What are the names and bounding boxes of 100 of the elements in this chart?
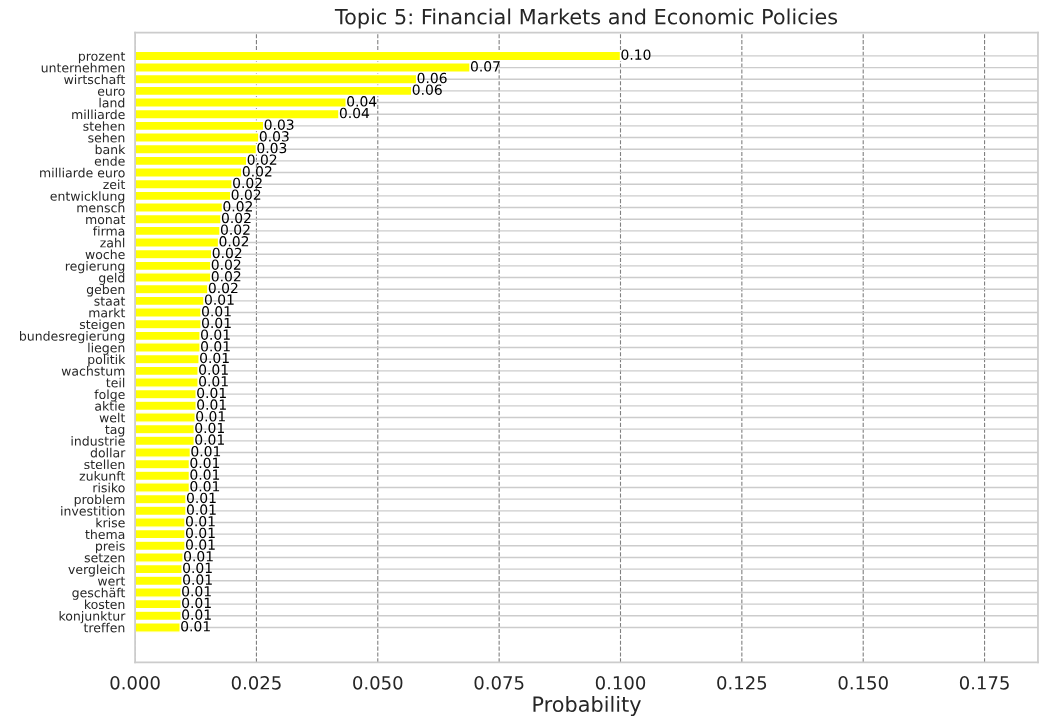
y-tick-label: folge [94, 389, 125, 402]
x-axis-title: Probability [533, 695, 641, 717]
data-label: 0.01 [190, 481, 220, 492]
data-label: 0.01 [183, 562, 212, 574]
y-tick-label: teil [106, 377, 125, 388]
x-tick-label: 0.100 [595, 675, 646, 690]
y-tick-label: unternehmen [41, 62, 125, 73]
y-tick-label: treffen [83, 622, 125, 633]
data-label: 0.01 [186, 492, 216, 504]
data-label: 0.02 [208, 282, 238, 294]
x-tick-label: 0.025 [231, 675, 281, 690]
data-label: 0.02 [231, 189, 261, 200]
y-tick-label: markt [89, 307, 126, 318]
y-tick-label: zeit [103, 179, 126, 190]
y-tick-label: woche [85, 249, 125, 260]
y-tick-label: zukunft [79, 471, 126, 481]
data-label: 0.01 [182, 609, 211, 620]
data-label: 0.01 [199, 364, 228, 375]
data-label: 0.01 [199, 376, 228, 387]
data-label: 0.01 [197, 399, 226, 410]
y-tick-label: land [99, 97, 125, 108]
data-label: 0.03 [264, 119, 294, 130]
y-tick-label: stellen [84, 459, 125, 470]
data-label: 0.02 [219, 236, 249, 247]
y-tick-label: regierung [65, 261, 125, 274]
y-tick-label: vergleich [68, 564, 125, 577]
data-label: 0.02 [233, 177, 262, 189]
data-label: 0.01 [185, 516, 215, 527]
y-tick-label: industrie [71, 436, 125, 446]
data-label: 0.01 [185, 527, 215, 539]
data-label: 0.02 [211, 271, 241, 282]
data-label: 0.01 [202, 306, 231, 317]
data-label: 0.01 [184, 551, 213, 562]
data-label: 0.02 [211, 259, 241, 270]
x-tick-label: 0.150 [838, 675, 888, 690]
data-label: 0.02 [221, 212, 251, 224]
y-tick-label: sehen [88, 132, 125, 143]
y-tick-label: prozent [78, 51, 126, 64]
y-tick-label: staat [94, 296, 126, 306]
data-label: 0.02 [212, 247, 242, 259]
y-tick-label: monat [86, 215, 126, 225]
y-tick-label: dollar [90, 447, 126, 458]
y-tick-label: problem [74, 494, 125, 507]
data-label: 0.01 [190, 457, 220, 469]
data-label: 0.03 [259, 131, 289, 142]
data-label: 0.01 [182, 586, 211, 597]
x-tick-label: 0.000 [110, 675, 160, 690]
data-label: 0.01 [197, 387, 226, 399]
y-tick-label: politik [88, 354, 126, 367]
y-tick-label: investition [61, 506, 125, 516]
y-tick-label: bank [95, 144, 126, 155]
data-label: 0.01 [190, 469, 220, 480]
y-tick-label: firma [93, 226, 125, 236]
data-label: 0.01 [182, 597, 211, 609]
data-label: 0.10 [621, 49, 651, 60]
y-tick-label: bundesregierung [20, 331, 125, 344]
x-tick-label: 0.175 [959, 675, 1009, 690]
y-tick-label: steigen [79, 319, 125, 332]
data-label: 0.01 [191, 446, 221, 457]
y-tick-label: tag [105, 425, 125, 437]
y-tick-label: welt [99, 412, 126, 423]
data-label: 0.02 [223, 201, 252, 212]
y-tick-label: wachstum [61, 366, 125, 376]
y-tick-label: zahl [100, 237, 125, 248]
y-tick-label: geschäft [72, 587, 126, 600]
data-label: 0.02 [247, 154, 277, 165]
data-label: 0.03 [257, 142, 287, 154]
data-label: 0.01 [202, 317, 231, 329]
y-tick-label: euro [97, 88, 125, 96]
y-tick-label: wirtschaft [64, 74, 126, 85]
data-label: 0.01 [195, 422, 224, 434]
y-tick-label: aktie [95, 401, 125, 411]
x-tick-label: 0.125 [717, 675, 767, 690]
data-label: 0.01 [200, 352, 229, 364]
data-label: 0.04 [339, 107, 370, 119]
y-tick-label: thema [85, 529, 125, 540]
y-tick-label: geld [99, 272, 125, 285]
y-tick-label: konjunktur [59, 611, 126, 624]
y-tick-label: kosten [85, 599, 125, 610]
y-tick-label: wert [97, 576, 126, 586]
y-tick-label: risiko [93, 482, 125, 493]
data-label: 0.01 [196, 411, 225, 422]
data-label: 0.06 [412, 84, 442, 95]
data-label: 0.01 [195, 434, 224, 445]
y-tick-label: liegen [88, 342, 125, 355]
data-label: 0.01 [204, 294, 234, 305]
data-label: 0.07 [470, 61, 500, 72]
y-tick-label: mensch [77, 202, 125, 213]
y-tick-label: geben [86, 284, 125, 297]
data-label: 0.01 [201, 341, 230, 352]
data-label: 0.01 [181, 620, 210, 632]
x-tick-label: 0.075 [474, 675, 524, 690]
data-label: 0.01 [185, 539, 215, 550]
y-tick-label: milliarde euro [40, 167, 125, 178]
data-label: 0.06 [417, 72, 447, 84]
data-label: 0.01 [201, 329, 230, 340]
x-tick-label: 0.050 [353, 675, 403, 690]
y-tick-label: preis [96, 541, 125, 554]
data-label: 0.02 [220, 224, 250, 235]
y-tick-label: ende [94, 156, 125, 166]
